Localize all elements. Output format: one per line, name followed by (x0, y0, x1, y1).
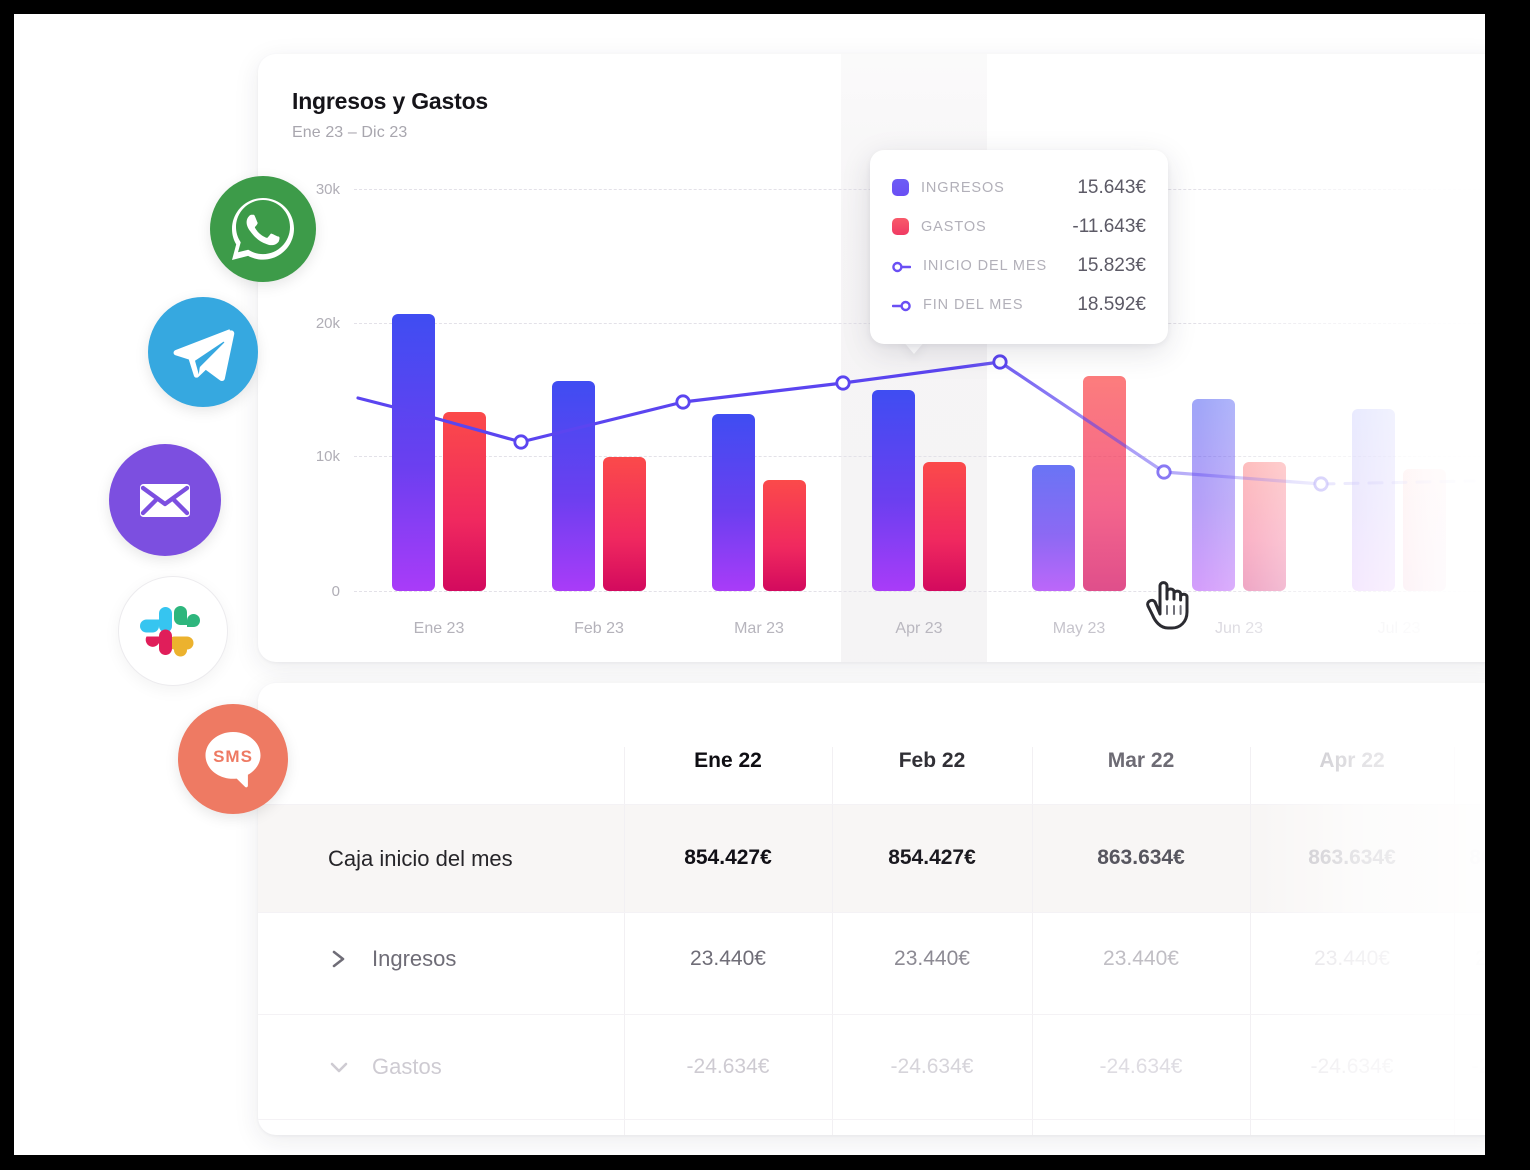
chevron-down-icon[interactable] (328, 1059, 350, 1075)
bar-income-jun23[interactable] (1192, 399, 1235, 591)
table-cell-ingresos-ene22: 23.440€ (690, 947, 766, 970)
bar-income-apr23[interactable] (872, 390, 915, 591)
swatch-gastos-icon (892, 218, 909, 235)
tooltip-row-gastos: GASTOS -11.643€ (892, 207, 1146, 246)
tooltip-row-inicio-del-mes: INICIO DEL MES 15.823€ (892, 246, 1146, 285)
table-header-mar22[interactable]: Mar 22 (1107, 749, 1175, 772)
table-cell-ingresos-next: 2 (1475, 947, 1485, 970)
bar-income-ene23[interactable] (392, 314, 435, 591)
chart-title: Ingresos y Gastos (292, 88, 489, 114)
x-label-ene23: Ene 23 (413, 620, 465, 637)
table-cell-gastos-feb22: -24.634€ (890, 1055, 974, 1078)
table-cell-ingresos-feb22: 23.440€ (894, 947, 970, 970)
bar-income-feb23[interactable] (552, 381, 595, 591)
chevron-right-icon[interactable] (330, 949, 348, 969)
bar-income-jul23[interactable] (1352, 409, 1395, 591)
row-sep-2 (258, 1014, 1485, 1015)
table-header-feb22[interactable]: Feb 22 (898, 749, 966, 772)
table-cell-caja-mar22: 863.634€ (1097, 846, 1185, 869)
row-sep-1 (258, 912, 1485, 913)
table-cell-gastos-apr22: -24.634€ (1310, 1055, 1394, 1078)
bar-expense-may23[interactable] (1083, 376, 1126, 591)
chart-card: Ingresos y Gastos Ene 23 – Dic 23 30k 20… (258, 54, 1485, 662)
y-tick-10k: 10k (315, 448, 340, 465)
tooltip-label-fin-del-mes: FIN DEL MES (923, 296, 1024, 313)
slack-icon[interactable] (118, 576, 228, 686)
bar-income-mar23[interactable] (712, 414, 755, 591)
bar-income-may23[interactable] (1032, 465, 1075, 591)
table-rowlabel-ingresos[interactable]: Ingresos (372, 946, 457, 971)
chart-date-range: Ene 23 – Dic 23 (292, 124, 408, 141)
bar-expense-feb23[interactable] (603, 457, 646, 591)
line-end-marker-icon (891, 299, 911, 311)
table-cell-caja-ene22: 854.427€ (684, 846, 772, 869)
swatch-ingresos-icon (892, 179, 909, 196)
bar-expense-mar23[interactable] (763, 480, 806, 591)
y-tick-30k: 30k (315, 181, 340, 198)
cashflow-table-card: Ene 22 Feb 22 Mar 22 Apr 22 Caja inicio … (258, 683, 1485, 1135)
svg-text:SMS: SMS (213, 747, 253, 766)
tooltip-label-inicio-del-mes: INICIO DEL MES (923, 257, 1048, 274)
x-label-jul23: Jul 23 (1377, 620, 1421, 637)
row-sep-top (258, 804, 1485, 805)
table-cell-caja-apr22: 863.634€ (1308, 846, 1396, 869)
y-tick-0: 0 (331, 583, 340, 600)
line-start-marker-icon (892, 260, 912, 272)
y-tick-20k: 20k (315, 315, 340, 332)
tooltip-label-ingresos: INGRESOS (921, 179, 1005, 196)
table-cell-caja-next: 86 (1469, 846, 1485, 869)
table-cell-gastos-next: -2 (1471, 1055, 1485, 1078)
table-cell-caja-feb22: 854.427€ (888, 846, 976, 869)
tooltip-value-ingresos: 15.643€ (1077, 176, 1146, 198)
email-icon[interactable] (109, 444, 221, 556)
bar-expense-ene23[interactable] (443, 412, 486, 591)
col-sep-4 (1250, 747, 1251, 1135)
table-rowlabel-gastos[interactable]: Gastos (372, 1054, 442, 1079)
table-cell-ingresos-mar22: 23.440€ (1103, 947, 1179, 970)
col-sep-2 (832, 747, 833, 1135)
x-label-apr23: Apr 23 (895, 620, 943, 637)
app-frame: Ingresos y Gastos Ene 23 – Dic 23 30k 20… (14, 14, 1485, 1155)
table-header-apr22[interactable]: Apr 22 (1319, 749, 1385, 772)
whatsapp-icon[interactable] (210, 176, 316, 282)
col-sep-3 (1032, 747, 1033, 1135)
table-cell-ingresos-apr22: 23.440€ (1314, 947, 1390, 970)
x-label-mar23: Mar 23 (734, 620, 784, 637)
tooltip-value-inicio-del-mes: 15.823€ (1077, 254, 1146, 276)
tooltip-label-gastos: GASTOS (921, 218, 987, 235)
chart-plot-area: 30k 20k 10k 0 (258, 54, 1485, 662)
tooltip-value-fin-del-mes: 18.592€ (1077, 293, 1146, 315)
tooltip-row-ingresos: INGRESOS 15.643€ (892, 168, 1146, 207)
telegram-icon[interactable] (148, 297, 258, 407)
bar-expense-jun23[interactable] (1243, 462, 1286, 591)
col-sep-1 (624, 747, 625, 1135)
row-sep-3 (258, 1119, 1485, 1120)
pointing-hand-cursor-icon (1142, 568, 1200, 637)
table-cell-gastos-mar22: -24.634€ (1099, 1055, 1183, 1078)
x-label-feb23: Feb 23 (574, 620, 624, 637)
gridline-0 (354, 591, 1485, 592)
table-header-ene22[interactable]: Ene 22 (694, 749, 762, 772)
gridline-10k (354, 456, 1485, 457)
tooltip-value-gastos: -11.643€ (1072, 215, 1146, 237)
tooltip-row-fin-del-mes: FIN DEL MES 18.592€ (891, 285, 1146, 324)
x-label-may23: May 23 (1052, 620, 1106, 637)
bar-expense-jul23[interactable] (1403, 469, 1446, 591)
table-rowlabel-caja-inicio-del-mes[interactable]: Caja inicio del mes (328, 846, 513, 871)
sms-icon[interactable]: SMS (178, 704, 288, 814)
table-cell-gastos-ene22: -24.634€ (686, 1055, 770, 1078)
chart-tooltip: INGRESOS 15.643€ GASTOS -11.643€ INICIO … (870, 150, 1168, 344)
bar-expense-apr23[interactable] (923, 462, 966, 591)
